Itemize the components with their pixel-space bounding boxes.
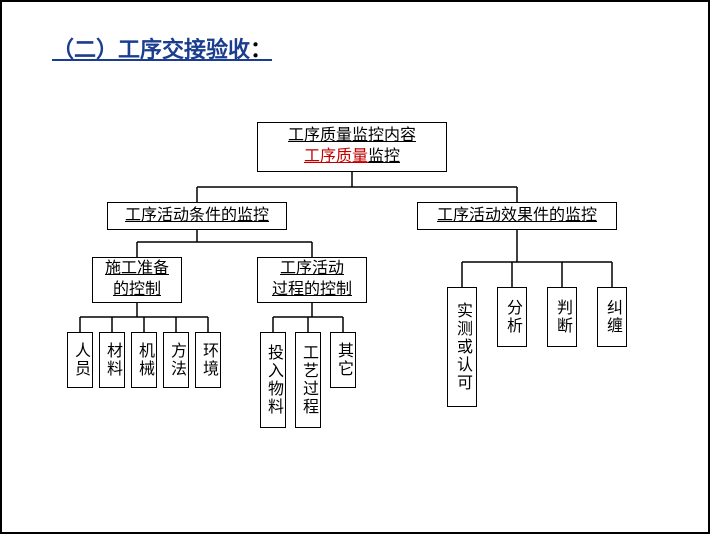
leaf-right-2: 判断 — [547, 287, 577, 347]
level3-l1-1: 工序活动 — [280, 259, 344, 280]
leaf-mid-1: 工艺过程 — [295, 332, 321, 428]
root-line2: 工序质量监控 — [304, 147, 400, 168]
root-line1: 工序质量监控内容 — [288, 126, 416, 147]
level3-node-0: 施工准备的控制 — [92, 257, 182, 303]
level2-label-0: 工序活动条件的监控 — [125, 206, 269, 227]
leaf-left-2: 机械 — [131, 332, 157, 388]
leaf-right-1: 分析 — [497, 287, 527, 347]
level3-l2-1: 过程的控制 — [272, 280, 352, 301]
leaf-right-3: 纠缠 — [597, 287, 627, 347]
leaf-mid-2: 其它 — [330, 332, 356, 388]
page-title: （二）工序交接验收： — [52, 32, 272, 64]
level3-l1-0: 施工准备 — [105, 259, 169, 280]
leaf-left-4: 环境 — [195, 332, 221, 388]
level2-node-1: 工序活动效果件的监控 — [417, 202, 617, 230]
leaf-mid-0: 投入物料 — [260, 332, 286, 428]
level3-node-1: 工序活动过程的控制 — [257, 257, 367, 303]
title-colon: ： — [250, 37, 272, 62]
root-node: 工序质量监控内容工序质量监控 — [257, 122, 447, 172]
leaf-left-3: 方法 — [163, 332, 189, 388]
level3-l2-0: 的控制 — [113, 280, 161, 301]
level2-label-1: 工序活动效果件的监控 — [437, 206, 597, 227]
leaf-right-0: 实测或认可 — [447, 287, 477, 407]
leaf-left-1: 材料 — [99, 332, 125, 388]
title-text: （二）工序交接验收 — [52, 37, 250, 62]
leaf-left-0: 人员 — [67, 332, 93, 388]
level2-node-0: 工序活动条件的监控 — [107, 202, 287, 230]
